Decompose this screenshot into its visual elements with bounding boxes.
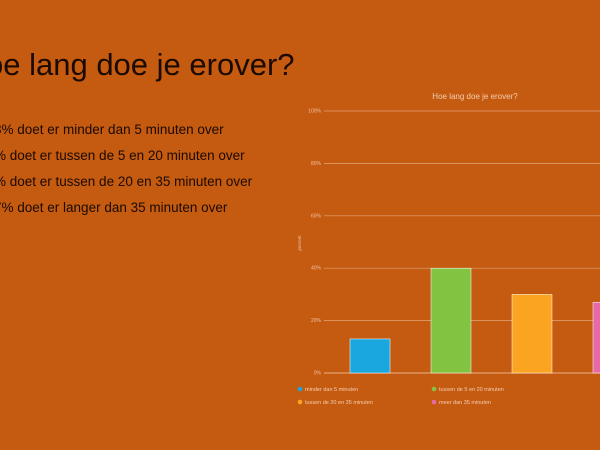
y-tick-label: 40% — [311, 266, 322, 272]
chart-title: Hoe lang doe je erover? — [432, 92, 518, 101]
legend-marker — [297, 386, 303, 392]
bar — [592, 302, 600, 374]
bar — [430, 267, 472, 374]
bullet-item: % doet er tussen de 5 en 20 minuten over — [0, 148, 245, 163]
y-tick-label: 80% — [311, 161, 322, 167]
legend-marker — [431, 399, 437, 405]
bullet-item: 7% doet er langer dan 35 minuten over — [0, 200, 228, 215]
bullet-item: % doet er tussen de 20 en 35 minuten ove… — [0, 174, 253, 189]
legend-label: meer dan 35 minuten — [439, 400, 491, 406]
bars — [349, 267, 600, 374]
bar — [349, 338, 391, 374]
bullet-item: 3% doet er minder dan 5 minuten over — [0, 122, 224, 137]
bullet-list: 3% doet er minder dan 5 minuten over % d… — [0, 120, 252, 224]
y-tick-label: 20% — [311, 318, 322, 324]
legend-label: tussen de 20 en 35 minuten — [305, 400, 373, 406]
bar — [511, 294, 553, 374]
y-tick-label: 60% — [311, 213, 322, 219]
slide-title: oe lang doe je erover? — [0, 47, 295, 82]
y-tick-label: 0% — [314, 371, 322, 377]
legend-label: minder dan 5 minuten — [305, 387, 358, 393]
legend-marker — [297, 399, 303, 405]
y-axis-label: percent — [297, 235, 302, 251]
legend-label: tussen de 5 en 20 minuten — [439, 387, 504, 393]
y-tick-labels: 0% 20% 40% 60% 80% 100% — [308, 109, 321, 377]
legend: minder dan 5 minuten tussen de 5 en 20 mi… — [297, 386, 504, 406]
y-tick-label: 100% — [308, 109, 321, 115]
legend-marker — [431, 386, 437, 392]
